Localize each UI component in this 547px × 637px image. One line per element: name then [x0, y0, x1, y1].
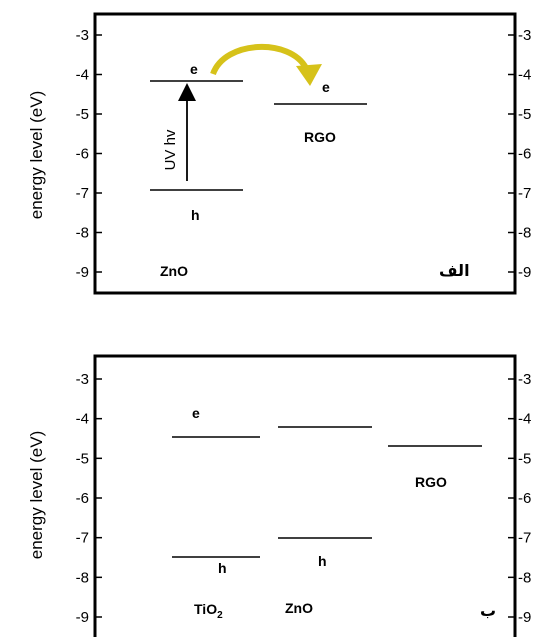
panel-a-rgo-name: RGO	[304, 129, 336, 145]
y-tick-label-left: -6	[76, 146, 89, 163]
y-tick-label-right: -3	[518, 371, 531, 388]
y-tick-label-left: -9	[76, 609, 89, 626]
panel-a: energy level (eV) -3 -3 -4 -4 -5 -5 -6 -6 -7 -7 -8…	[27, 12, 532, 295]
panel-a-label: الف	[439, 261, 470, 280]
y-tick-label-right: -6	[518, 490, 531, 507]
panel-b-tio2-vb-label: h	[218, 560, 227, 576]
panel-b-zno-vb-label: h	[318, 553, 327, 569]
y-tick-label-right: -9	[518, 609, 531, 626]
panel-a-rgo-level-label: e	[322, 79, 330, 95]
y-tick-label-left: -8	[76, 569, 89, 586]
y-tick-label-right: -8	[518, 225, 531, 242]
panel-a-ylabel: energy level (eV)	[27, 91, 46, 220]
y-tick-label-left: -8	[76, 225, 89, 242]
y-tick-label-left: -6	[76, 490, 89, 507]
y-tick-label-left: -3	[76, 371, 89, 388]
y-tick-label-right: -7	[518, 530, 531, 547]
y-tick-label-right: -8	[518, 569, 531, 586]
panel-a-zno-vb-label: h	[191, 207, 200, 223]
panel-a-zno-name: ZnO	[160, 263, 188, 279]
y-tick-label-right: -9	[518, 264, 531, 281]
panel-b-label: ب	[480, 601, 496, 620]
panel-a-frame	[93, 12, 517, 295]
panel-b-frame	[93, 354, 517, 637]
y-tick-label-left: -4	[76, 411, 89, 428]
panel-a-transfer-arrowhead	[296, 64, 322, 86]
y-tick-label-left: -7	[76, 185, 89, 202]
y-tick-label-right: -7	[518, 185, 531, 202]
y-tick-label-right: -6	[518, 146, 531, 163]
y-tick-label-right: -5	[518, 450, 531, 467]
panel-b-tio2-cb-label: e	[192, 405, 200, 421]
y-tick-label-left: -9	[76, 264, 89, 281]
panel-b: energy level (eV) -3 -3 -4 -4 -5 -5 -6 -6 -7 -7 -8…	[27, 354, 532, 637]
y-tick-label-left: -4	[76, 67, 89, 84]
panel-b-zno-name: ZnO	[285, 600, 313, 616]
y-tick-label-right: -5	[518, 106, 531, 123]
y-tick-label-left: -3	[76, 27, 89, 44]
panel-a-transfer-arrow	[210, 44, 309, 76]
panel-a-zno-cb-label: e	[190, 61, 198, 77]
y-tick-label-left: -5	[76, 106, 89, 123]
panel-b-rgo-name: RGO	[415, 474, 447, 490]
panel-a-excitation-label: UV hv	[162, 129, 179, 170]
y-tick-label-right: -3	[518, 27, 531, 44]
y-tick-label-left: -5	[76, 450, 89, 467]
panel-b-ylabel: energy level (eV)	[27, 431, 46, 560]
panel-b-ticks: -3 -3 -4 -4 -5 -5 -6 -6 -7 -7 -8 -8 -9 -9	[76, 371, 532, 626]
y-tick-label-left: -7	[76, 530, 89, 547]
y-tick-label-right: -4	[518, 411, 531, 428]
y-tick-label-right: -4	[518, 67, 531, 84]
panel-b-tio2-name: TiO2	[194, 601, 223, 621]
panel-a-ticks: -3 -3 -4 -4 -5 -5 -6 -6 -7 -7 -8 -8 -9 -9	[76, 27, 532, 281]
